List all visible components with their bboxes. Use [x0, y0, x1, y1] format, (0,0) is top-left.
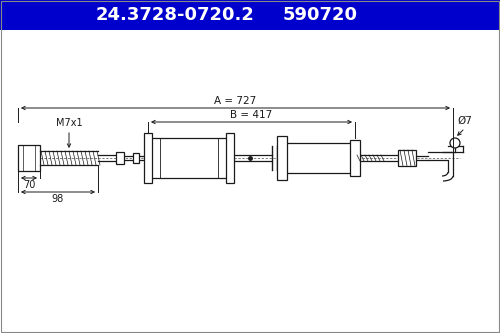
- Text: 70: 70: [23, 180, 35, 190]
- Text: 98: 98: [52, 194, 64, 204]
- Text: B = 417: B = 417: [230, 110, 272, 120]
- Circle shape: [450, 138, 460, 148]
- Bar: [282, 143, 355, 173]
- Bar: [133, 153, 139, 163]
- Bar: [226, 133, 234, 183]
- Bar: [0, 0, 500, 30]
- Bar: [116, 152, 124, 164]
- Bar: [18, 145, 40, 171]
- Text: 24.3728-0720.2: 24.3728-0720.2: [96, 6, 254, 24]
- Text: M7x1: M7x1: [56, 118, 82, 128]
- Text: Ø7: Ø7: [458, 116, 472, 126]
- Bar: [148, 138, 230, 178]
- Text: 590720: 590720: [282, 6, 358, 24]
- Bar: [277, 136, 287, 180]
- Bar: [144, 133, 152, 183]
- Bar: [350, 140, 360, 176]
- Bar: [398, 150, 416, 166]
- Text: A = 727: A = 727: [214, 96, 256, 106]
